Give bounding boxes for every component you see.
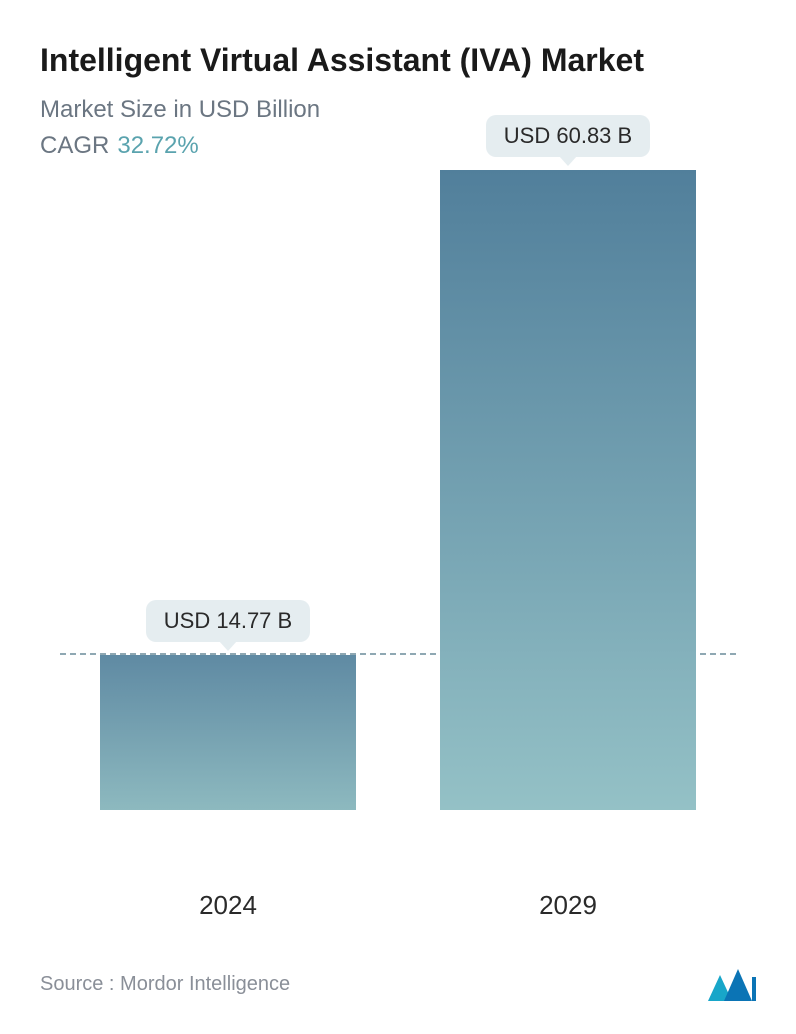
mordor-logo-icon [708, 967, 756, 1001]
pill-pointer-icon [559, 156, 577, 166]
bar [100, 655, 356, 810]
chart-footer: Source : Mordor Intelligence [40, 964, 756, 1004]
chart-title: Intelligent Virtual Assistant (IVA) Mark… [40, 40, 756, 80]
bar-group: USD 60.83 B [440, 115, 696, 810]
cagr-label: CAGR [40, 132, 109, 159]
pill-pointer-icon [219, 641, 237, 651]
cagr-value: 32.72% [117, 132, 198, 159]
source-text: Source : Mordor Intelligence [40, 973, 290, 996]
plot-region: USD 14.77 BUSD 60.83 B [60, 170, 736, 810]
x-axis-labels: 2024 2029 [60, 890, 736, 930]
bar [440, 170, 696, 810]
bar-value-pill: USD 60.83 B [486, 115, 650, 157]
bar-value-pill: USD 14.77 B [146, 600, 310, 642]
x-axis-label: 2029 [539, 890, 597, 921]
bar-group: USD 14.77 B [100, 600, 356, 810]
chart-area: USD 14.77 BUSD 60.83 B 2024 2029 [40, 170, 756, 964]
x-axis-label: 2024 [199, 890, 257, 921]
chart-container: Intelligent Virtual Assistant (IVA) Mark… [0, 0, 796, 1034]
